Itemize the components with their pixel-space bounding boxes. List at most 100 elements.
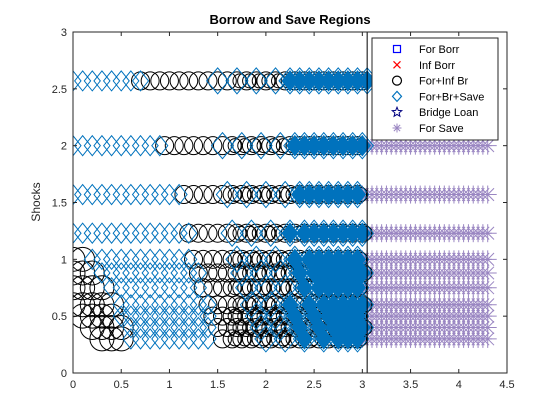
for-br-save-marker [93,70,111,92]
for-br-save-marker [122,70,140,92]
for-br-save-marker [122,222,140,244]
for-inf-br-marker [150,71,170,91]
for-br-save-marker [141,262,159,284]
for-inf-br-marker [208,263,228,283]
for-inf-br-marker [208,223,228,243]
for-br-save-marker-dense [348,328,367,350]
legend-pentagram-marker [390,105,404,118]
for-br-save-marker [83,134,101,157]
for-inf-br-marker [79,260,105,286]
for-br-save-marker [151,328,169,350]
for-inf-br-marker [241,136,261,156]
for-br-save-marker [122,134,140,157]
for-br-save-marker [199,328,217,350]
for-br-save-marker [74,134,92,157]
for-br-save-marker [230,259,254,287]
y-tick-label: 3 [61,27,67,39]
legend-label: For+Inf Br [419,76,469,88]
for-br-save-marker [345,180,370,209]
for-inf-br-marker [89,326,115,352]
for-inf-br-marker [237,71,257,91]
legend-label: For+Br+Save [419,91,484,103]
for-inf-br-marker [208,71,228,91]
for-br-save-marker [141,328,159,350]
for-br-save-marker [112,293,130,316]
legend-asterisk-marker [392,123,402,133]
for-inf-br-marker [232,136,252,156]
for-br-save-marker [160,305,179,327]
for-inf-br-marker [237,223,257,243]
for-br-save-marker [151,293,169,316]
for-br-save-marker [151,222,169,244]
for-br-save-marker [131,328,150,350]
for-br-save-marker [220,219,244,247]
for-br-save-marker [249,259,273,287]
for-inf-br-marker [198,71,218,91]
for-inf-br-marker [261,136,281,156]
for-save-marker [478,329,497,348]
for-br-save-marker [160,293,179,316]
for-inf-br-marker [73,260,96,286]
for-br-save-marker [122,183,140,206]
y-tick-label: 1 [61,254,67,266]
for-inf-br-marker [227,223,247,243]
for-br-save-marker [170,328,188,350]
for-br-save-marker [170,262,188,284]
for-inf-br-marker [222,249,242,269]
for-br-save-marker [93,134,111,157]
for-br-save-marker [141,316,159,339]
for-br-save-marker [230,131,254,160]
for-br-save-marker [93,222,111,244]
x-tick-label: 4.5 [499,379,514,391]
for-inf-br-marker [222,306,242,326]
for-br-save-marker [141,293,159,316]
for-inf-br-marker [198,223,218,243]
for-br-save-marker [83,222,101,244]
legend-x-marker [393,60,401,69]
for-br-save-marker [199,293,217,316]
y-axis-ticks: 0 0.5 1 1.5 2 2.5 3 [52,27,507,380]
for-br-save-marker [112,183,130,206]
for-br-save-marker [131,293,150,316]
for-inf-br-marker [73,246,86,272]
for-br-save-marker [234,180,259,209]
for-br-save-marker [199,305,217,327]
for-br-save-marker [112,70,130,92]
for-br-save-marker [112,222,130,244]
for-inf-br-marker [164,136,184,156]
for-inf-br-marker [159,71,179,91]
for-br-save-marker [170,293,188,316]
for-br-save-marker [180,305,198,327]
for-inf-br-marker [89,275,115,301]
for-inf-br-marker [99,326,125,352]
for-br-save-marker [239,219,264,247]
for-br-save-marker [83,70,101,92]
for-inf-br-marker [203,306,223,326]
for-inf-br-marker [232,329,252,349]
for-inf-br-marker [212,185,232,205]
x-tick-label: 3 [359,379,365,391]
for-br-save-marker [122,293,140,316]
for-br-save-marker [151,276,169,299]
for-br-save-marker [122,305,140,327]
for-br-save-marker [170,276,188,299]
for-br-save-marker [122,328,140,350]
for-br-save-marker [189,316,208,339]
for-br-save-marker [83,183,101,206]
for-br-save-marker [141,276,159,299]
for-br-save-marker [151,183,169,206]
legend-label: For Save [419,123,464,135]
x-tick-label: 0 [70,379,76,391]
for-inf-br-marker [193,185,213,205]
for-br-save-marker [131,70,150,92]
for-inf-br-marker [198,295,218,315]
for-br-save-marker [131,183,150,206]
for-br-save-marker [170,183,188,206]
for-save-marker [478,224,497,243]
for-save-marker [478,263,497,282]
for-inf-br-marker [217,295,237,315]
for-save-marker [478,278,497,297]
for-inf-br-marker [79,275,105,301]
for-br-save-marker [112,134,130,157]
